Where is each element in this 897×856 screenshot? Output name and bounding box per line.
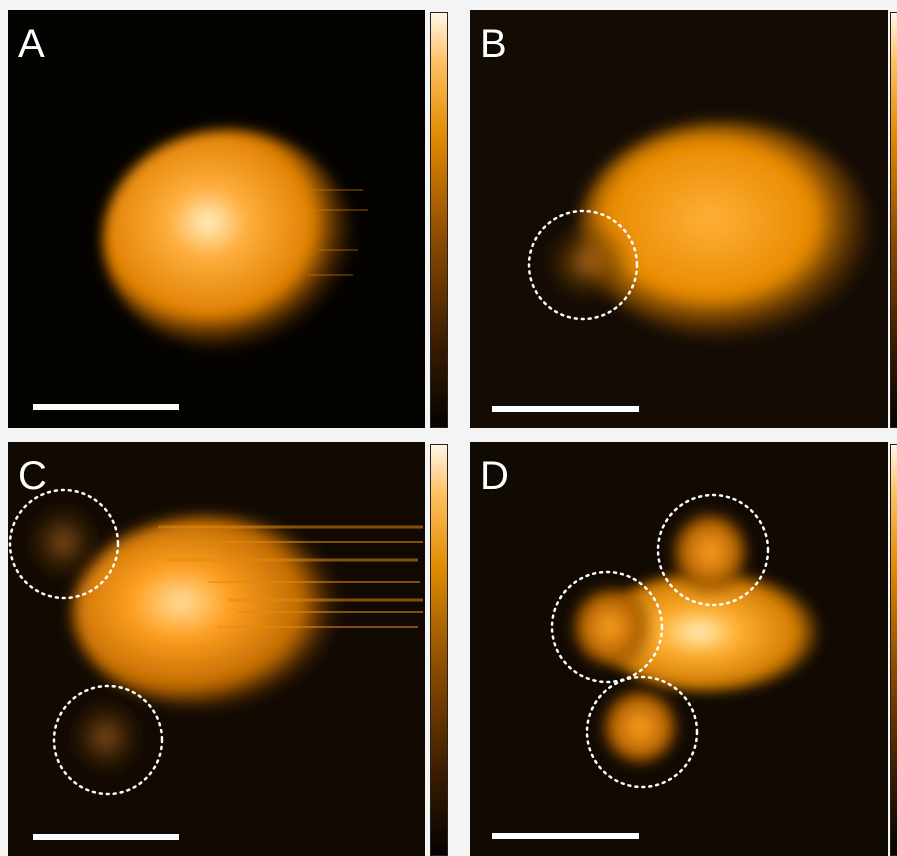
particle-d [600,572,820,692]
panel-label-b: B [480,22,507,66]
panel-label-c: C [18,454,47,498]
panel-d-image [492,493,820,839]
scale-bar-b [492,406,639,412]
panel-c-image [8,488,423,840]
subunit-d-3 [598,685,682,769]
dotted-circle-marker-c-1 [8,488,120,600]
dotted-circle-marker-b [527,209,639,321]
scale-bar-d [492,833,639,839]
scale-bar-a [33,404,179,410]
dotted-circle-marker-d-3 [585,675,699,789]
subunit-d-2 [568,583,652,671]
subunit-d-1 [668,508,752,596]
panel-a-image [33,130,368,410]
colorbar-d [890,444,897,856]
dotted-circle-marker-c-2 [52,684,164,796]
panel-b-image [492,122,870,412]
panel-c: C [8,442,425,856]
particle-c [73,517,343,707]
scale-bar-c [33,834,179,840]
particle-a [103,130,353,350]
dotted-circle-marker-d-2 [550,570,664,684]
dotted-circle-marker-d-1 [656,493,770,607]
colorbar-b [890,12,897,428]
panel-d: D [470,442,888,856]
particle-b [580,122,870,338]
panel-label-a: A [18,22,45,66]
panel-label-d: D [480,454,509,498]
subunit-b [543,220,633,304]
panel-b: B [470,10,888,428]
subunit-c-2 [66,695,146,779]
subunit-c-1 [23,500,103,584]
colorbar-c [430,444,448,856]
colorbar-a [430,12,448,428]
panel-a: A [8,10,425,428]
scan-streaks-a [308,189,368,276]
scan-streaks-c [158,525,423,628]
